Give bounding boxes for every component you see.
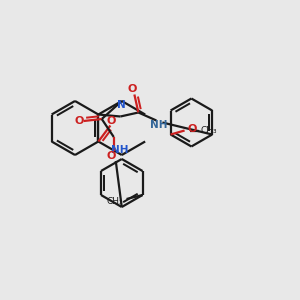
Text: NH: NH xyxy=(111,145,128,155)
Text: N: N xyxy=(117,100,126,110)
Text: CH₃: CH₃ xyxy=(201,126,217,135)
Text: O: O xyxy=(106,151,116,161)
Text: O: O xyxy=(128,85,137,94)
Text: NH: NH xyxy=(150,121,167,130)
Text: O: O xyxy=(188,124,197,134)
Text: CH₃: CH₃ xyxy=(107,196,124,206)
Text: O: O xyxy=(107,116,116,125)
Text: O: O xyxy=(74,116,83,126)
